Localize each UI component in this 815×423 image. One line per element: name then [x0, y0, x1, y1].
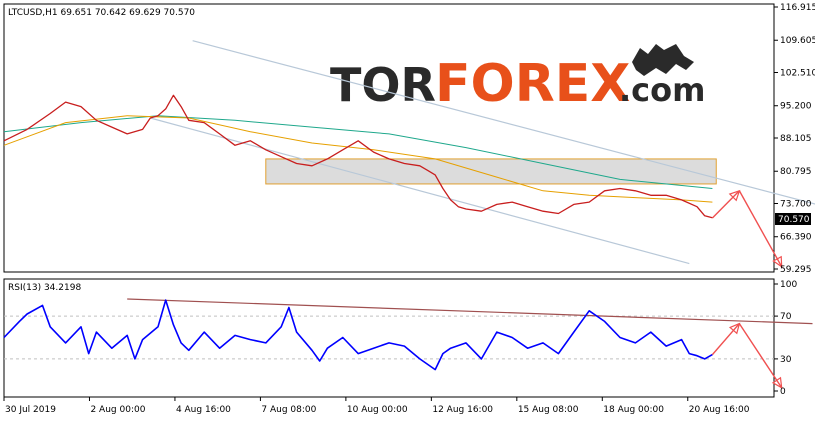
- price-forecast-arrows: [711, 189, 783, 268]
- rsi-y-tick-label: 100: [780, 280, 797, 290]
- x-tick-label: 15 Aug 08:00: [518, 405, 579, 415]
- price-forecast-arrow-shaft: [738, 190, 783, 268]
- x-tick-label: 7 Aug 08:00: [261, 405, 316, 415]
- rsi-level-lines: [4, 315, 774, 360]
- watermark-forex-text: FOREX: [435, 54, 630, 114]
- x-tick-label: 4 Aug 16:00: [176, 405, 231, 415]
- watermark-tor-text: TOR: [330, 58, 436, 112]
- price-y-tick-label: 116.915: [780, 3, 815, 13]
- rsi-trend-line-segment: [127, 298, 813, 325]
- price-y-axis: 116.915 109.605 102.510 95.200 88.105 80.795 7…: [774, 3, 815, 275]
- fast-moving-average-line: [3, 115, 713, 203]
- time-x-axis: 30 Jul 2019 2 Aug 00:00 4 Aug 16:00 7 Aug 0…: [3, 397, 750, 415]
- rsi-forecast-arrows: [711, 322, 783, 389]
- price-forecast-arrow-head: [772, 255, 783, 268]
- price-panel-frame: [3, 3, 775, 273]
- price-y-tick-label: 73.700: [780, 200, 812, 210]
- x-tick-label: 30 Jul 2019: [5, 405, 56, 415]
- rsi-forecast-arrow-head: [771, 376, 783, 389]
- price-panel-title: LTCUSD,H1 69.651 70.642 69.629 70.570: [8, 8, 195, 18]
- rsi-forecast-arrow-shaft: [711, 323, 740, 356]
- channel-line: [150, 117, 690, 265]
- price-y-tick-label: 95.200: [780, 102, 812, 112]
- rsi-trend-line: [127, 298, 813, 325]
- price-y-tick-label: 59.295: [780, 265, 812, 275]
- price-panel: TOR FOREX .com LTCUSD,H1 69.651 70.642 6…: [3, 3, 815, 275]
- rsi-line: [3, 299, 713, 371]
- rsi-forecast-arrow-shaft: [738, 323, 783, 389]
- rsi-y-tick-label: 0: [780, 387, 786, 397]
- slow-moving-average-line: [3, 115, 713, 189]
- rsi-y-tick-label: 70: [780, 312, 792, 322]
- x-tick-label: 20 Aug 16:00: [689, 405, 750, 415]
- rsi-y-axis: 100 70 30 0: [774, 280, 797, 397]
- price-y-tick-label: 109.605: [780, 36, 815, 46]
- price-forecast-arrow-head: [728, 189, 741, 202]
- rsi-forecast-arrow-head: [728, 322, 741, 335]
- x-tick-label: 12 Aug 16:00: [432, 405, 493, 415]
- price-channel-lines: [150, 40, 815, 265]
- torforex-watermark: TOR FOREX .com: [330, 44, 705, 114]
- x-tick-label: 2 Aug 00:00: [90, 405, 145, 415]
- resistance-zone-layer: [265, 158, 717, 185]
- current-price-label: 70.570: [778, 215, 810, 225]
- watermark-com-text: .com: [619, 71, 705, 109]
- rsi-panel-title: RSI(13) 34.2198: [8, 283, 81, 293]
- price-line: [3, 94, 713, 219]
- price-y-tick-label: 88.105: [780, 134, 812, 144]
- rsi-panel-frame: [3, 278, 775, 398]
- rsi-series-layer: [3, 299, 713, 371]
- x-tick-label: 10 Aug 00:00: [347, 405, 408, 415]
- price-y-tick-label: 66.390: [780, 233, 812, 243]
- resistance-zone-rect: [265, 158, 717, 185]
- price-y-tick-label: 80.795: [780, 167, 812, 177]
- price-series-layer: [3, 94, 713, 219]
- rsi-y-tick-label: 30: [780, 355, 792, 365]
- x-tick-label: 18 Aug 00:00: [603, 405, 664, 415]
- channel-line: [192, 40, 815, 205]
- price-y-tick-label: 102.510: [780, 69, 815, 79]
- bull-logo-icon: [632, 44, 694, 76]
- current-price-badge: [775, 213, 811, 225]
- price-forecast-arrow-shaft: [711, 190, 740, 219]
- rsi-panel: RSI(13) 34.2198 100 70 30 0: [3, 278, 813, 398]
